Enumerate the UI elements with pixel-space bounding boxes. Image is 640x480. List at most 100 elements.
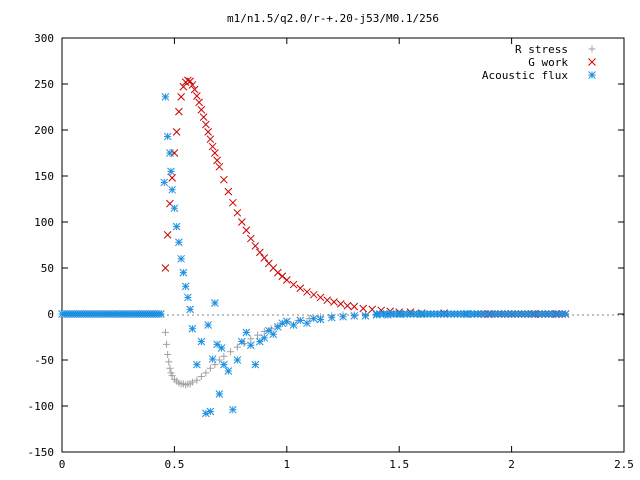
data-point: [227, 348, 235, 356]
data-point: [167, 167, 175, 176]
data-point: [206, 407, 215, 416]
x-tick-label: 1: [283, 458, 290, 471]
data-point: [165, 358, 173, 366]
data-point: [233, 343, 241, 351]
data-point: [296, 284, 305, 293]
data-point: [255, 248, 264, 257]
data-point: [220, 360, 228, 369]
data-point: [206, 364, 214, 372]
data-point: [220, 175, 228, 184]
series-g-work: [161, 76, 561, 318]
data-point: [224, 187, 233, 196]
data-point: [289, 280, 298, 289]
x-tick-label: 1.5: [389, 458, 409, 471]
data-point: [193, 360, 201, 369]
data-point: [186, 305, 194, 314]
data-point: [474, 310, 482, 318]
y-tick-label: 100: [34, 216, 54, 229]
data-point: [163, 231, 172, 239]
data-point: [160, 178, 169, 187]
data-point: [186, 77, 194, 86]
data-point: [237, 337, 246, 346]
data-point: [177, 93, 185, 101]
data-point: [251, 242, 260, 250]
data-point: [188, 378, 196, 386]
data-point: [289, 321, 298, 329]
data-point: [177, 254, 185, 263]
data-point: [264, 326, 273, 335]
data-point: [323, 296, 332, 305]
data-point: [164, 350, 172, 358]
data-point: [193, 92, 201, 100]
data-point: [202, 369, 210, 377]
data-point: [175, 238, 183, 247]
data-point: [190, 85, 199, 94]
y-tick-label: 50: [41, 262, 54, 275]
data-point: [193, 376, 201, 384]
data-point: [228, 405, 237, 414]
data-point: [242, 226, 251, 235]
x-tick-label: 2: [508, 458, 515, 471]
data-point: [343, 301, 352, 310]
data-point: [309, 290, 318, 299]
data-point: [316, 293, 325, 302]
data-point: [168, 185, 177, 194]
data-point: [211, 361, 219, 369]
data-point: [204, 127, 212, 136]
data-point: [254, 331, 262, 339]
data-point: [204, 321, 212, 329]
data-point: [195, 98, 203, 107]
data-point: [260, 254, 269, 262]
data-point: [188, 324, 197, 333]
data-point: [339, 312, 347, 321]
y-tick-label: 250: [34, 78, 54, 91]
data-point: [188, 81, 197, 89]
data-point: [361, 311, 370, 320]
data-point: [350, 302, 359, 311]
data-point: [350, 311, 359, 320]
y-tick-label: 0: [47, 308, 54, 321]
data-point: [327, 313, 336, 322]
x-tick-label: 0.5: [164, 458, 184, 471]
data-point: [282, 276, 291, 284]
data-point: [184, 293, 192, 302]
data-point: [215, 356, 223, 364]
data-point: [273, 323, 282, 331]
data-point: [278, 272, 287, 281]
data-point: [211, 299, 219, 307]
data-point: [161, 93, 170, 101]
data-point: [175, 107, 183, 116]
plot-frame-group: [61, 37, 625, 453]
data-point: [208, 355, 217, 363]
data-point: [561, 310, 570, 318]
data-point: [179, 82, 188, 91]
data-point: [296, 316, 305, 325]
data-point: [170, 204, 179, 213]
data-point: [181, 282, 190, 291]
data-point: [168, 173, 177, 182]
y-tick-label: -50: [34, 354, 54, 367]
data-point: [260, 334, 269, 342]
y-tick-label: -100: [28, 400, 55, 413]
x-tick-label: 0: [59, 458, 66, 471]
data-point: [282, 317, 291, 326]
data-point: [273, 268, 282, 277]
data-point: [246, 234, 255, 243]
y-tick-label: -150: [28, 446, 55, 459]
data-point: [233, 208, 242, 217]
data-point: [166, 149, 174, 157]
data-point: [220, 352, 228, 360]
legend-marker: [588, 58, 596, 66]
data-point: [172, 127, 181, 136]
data-point: [228, 198, 237, 207]
data-point: [199, 113, 208, 121]
y-axis: -150 -100 -50 0 50 100 150 200 250 300: [28, 32, 624, 459]
y-tick-label: 300: [34, 32, 54, 45]
data-point: [233, 356, 242, 364]
data-point: [260, 327, 268, 335]
data-point: [242, 328, 251, 337]
chart-title: m1/n1.5/q2.0/r-+.20-j53/M0.1/256: [227, 12, 439, 25]
data-point: [161, 264, 170, 272]
x-axis: 0 0.5 1 1.5 2 2.5: [59, 38, 634, 471]
